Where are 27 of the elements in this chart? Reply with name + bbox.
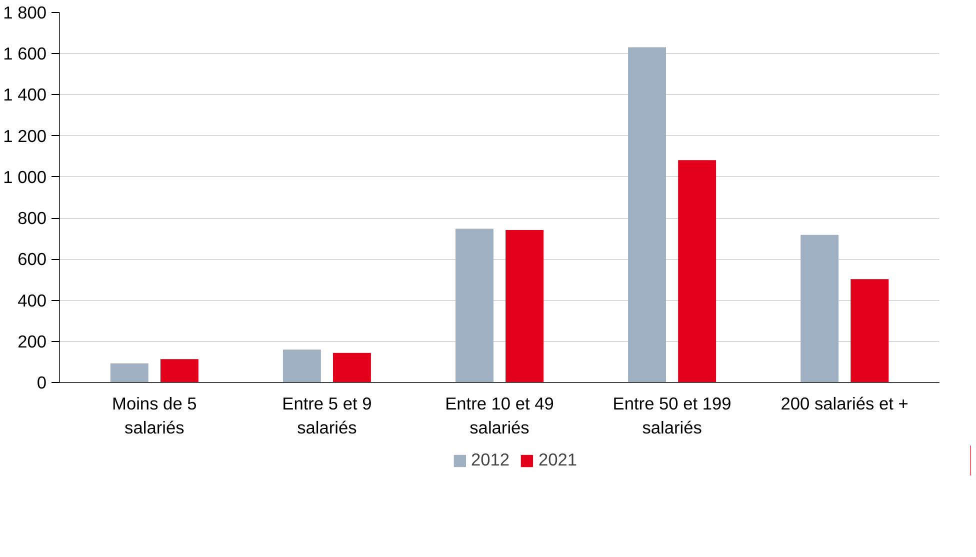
y-tick-label: 1 600 [3, 44, 47, 64]
y-tick-label: 1 000 [3, 166, 47, 187]
y-tick-label: 0 [36, 372, 47, 392]
bar [332, 352, 371, 382]
bar [850, 279, 889, 382]
x-tick-label: 200 salariés et + [780, 394, 908, 414]
y-tick-label: 600 [18, 249, 47, 270]
x-tick-label: Entre 10 et 49 salariés [445, 394, 554, 438]
bar [800, 234, 839, 382]
y-tick-label: 800 [18, 208, 47, 228]
bar [678, 160, 716, 382]
bar [506, 230, 544, 382]
y-tick-label: 1 200 [3, 126, 47, 146]
bar [282, 350, 321, 382]
bar [456, 228, 494, 382]
legend-label: 2012 [470, 450, 510, 470]
bar [628, 47, 666, 382]
x-tick-label: Entre 50 et 199 salariés [612, 394, 732, 438]
x-tick-label: Entre 5 et 9 salariés [282, 394, 372, 438]
bar [160, 359, 198, 382]
x-tick-label: Moins de 5 salariés [112, 394, 197, 438]
bar [110, 363, 148, 382]
y-tick-label: 400 [18, 290, 47, 310]
y-tick-label: 1 800 [3, 2, 47, 22]
y-tick-label: 1 400 [3, 84, 47, 105]
y-tick-label: 200 [18, 331, 47, 352]
legend-label: 2021 [538, 450, 578, 470]
